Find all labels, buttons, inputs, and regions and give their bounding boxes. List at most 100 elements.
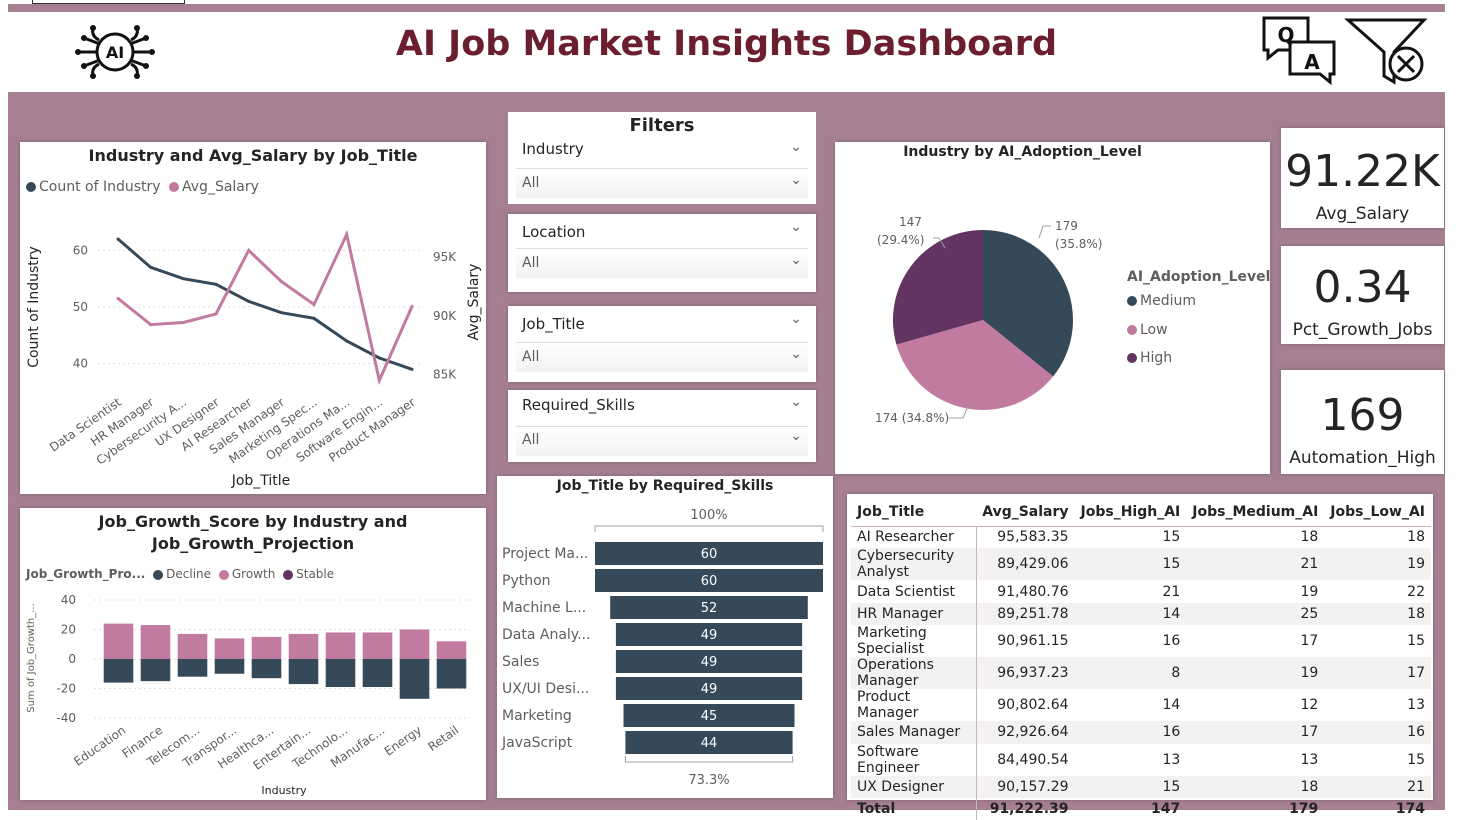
bar-growth xyxy=(103,623,134,659)
funnel-bar-value: 45 xyxy=(701,709,718,724)
table-header-0[interactable]: Job_Title xyxy=(851,498,977,527)
chevron-down-icon[interactable]: ⌄ xyxy=(790,139,802,155)
table-row[interactable]: UX Designer 90,157.29 15 18 21 xyxy=(851,775,1431,798)
slicer-industry[interactable]: Industry ⌄ All ⌄ xyxy=(508,134,816,204)
data-point xyxy=(116,237,120,241)
qa-icon[interactable]: Q A xyxy=(1260,14,1340,86)
funnel-bar xyxy=(610,596,808,619)
chevron-down-icon[interactable]: ⌄ xyxy=(790,428,802,444)
funnel-category-label: Project Ma... xyxy=(502,546,588,562)
data-point xyxy=(377,356,381,360)
table-cell: 15 xyxy=(1407,633,1425,650)
pie-legend-high: High xyxy=(1127,350,1172,366)
slicer-industry-label: Industry xyxy=(522,140,584,158)
chevron-down-icon[interactable]: ⌄ xyxy=(790,311,802,327)
table-row[interactable]: Operations Manager 96,937.23 8 19 17 xyxy=(851,657,1431,690)
table-cell: 15 xyxy=(1074,548,1187,581)
series-line-count xyxy=(117,237,413,371)
svg-text:AI: AI xyxy=(106,43,124,62)
slicer-location-value[interactable]: All xyxy=(522,255,540,271)
table-row[interactable]: HR Manager 89,251.78 14 25 18 xyxy=(851,602,1431,626)
table-cell: 15 xyxy=(1162,529,1181,546)
table-row[interactable]: AI Researcher 95,583.35 15 18 18 xyxy=(851,526,1431,549)
slicer-industry-value[interactable]: All xyxy=(522,175,540,191)
clear-filter-icon[interactable] xyxy=(1344,16,1434,88)
table-header-4[interactable]: Jobs_Low_AI xyxy=(1324,498,1431,527)
bar-growth xyxy=(325,632,356,659)
data-point xyxy=(279,279,283,283)
slicer-job-title[interactable]: Job_Title ⌄ All ⌄ xyxy=(508,306,816,382)
kpi-card-pct-growth: 0.34 Pct_Growth_Jobs xyxy=(1281,246,1444,344)
table-header-1[interactable]: Avg_Salary xyxy=(976,498,1075,527)
table-cell: 90,802.64 xyxy=(997,697,1069,714)
left-tick-label: 40 xyxy=(73,357,88,371)
table-cell: 21 xyxy=(1162,583,1181,600)
slicer-required-skills-value[interactable]: All xyxy=(522,432,540,448)
table-row[interactable]: Marketing Specialist 90,961.15 16 17 15 xyxy=(851,625,1431,658)
slicer-job-title-value[interactable]: All xyxy=(522,349,540,365)
table-panel: Job_Title Avg_Salary Jobs_High_AI Jobs_Medi… xyxy=(847,494,1433,820)
table-cell: 84,490.54 xyxy=(997,751,1069,768)
table-cell: 16 xyxy=(1324,721,1431,744)
table-cell: 13 xyxy=(1300,751,1319,768)
chevron-down-icon[interactable]: ⌄ xyxy=(790,172,802,188)
bar-growth xyxy=(214,638,245,659)
legend-growth: Growth xyxy=(231,567,276,581)
table-row[interactable]: Product Manager 90,802.64 14 12 13 xyxy=(851,689,1431,722)
bar-decline xyxy=(399,659,430,699)
slicer-location[interactable]: Location ⌄ All ⌄ xyxy=(508,214,816,292)
funnel-bar-value: 49 xyxy=(701,655,718,670)
table-row[interactable]: Cybersecurity Analyst 89,429.06 15 21 19 xyxy=(851,548,1431,581)
slicer-industry-dropdown[interactable] xyxy=(516,168,808,198)
chevron-down-icon[interactable]: ⌄ xyxy=(790,394,802,410)
table-row[interactable]: Data Scientist 91,480.76 21 19 22 xyxy=(851,580,1431,603)
slicer-job-title-dropdown[interactable] xyxy=(516,342,808,372)
table-row[interactable]: Sales Manager 92,926.64 16 17 16 xyxy=(851,721,1431,744)
table-header-2[interactable]: Jobs_High_AI xyxy=(1074,498,1187,527)
table-cell: 14 xyxy=(1074,602,1187,626)
slicer-location-dropdown[interactable] xyxy=(516,248,808,278)
table-header-3[interactable]: Jobs_Medium_AI xyxy=(1186,498,1325,527)
table-cell: 17 xyxy=(1324,657,1431,690)
pie-label-high-pct: (29.4%) xyxy=(877,233,924,247)
x-axis-title: Industry xyxy=(261,784,307,797)
pie-legend-title: AI_Adoption_Level xyxy=(1127,269,1271,285)
y-tick-label: 40 xyxy=(61,593,76,607)
chevron-down-icon[interactable]: ⌄ xyxy=(790,219,802,235)
pie-slice-high xyxy=(893,230,983,345)
table-cell: 16 xyxy=(1162,633,1181,650)
slicer-required-skills-dropdown[interactable] xyxy=(516,426,808,456)
growth-chart-svg: 40 20 0 -20 -40 Sum of Job_Growth_... Industry… xyxy=(26,593,470,797)
chevron-down-icon[interactable]: ⌄ xyxy=(790,252,802,268)
slicer-required-skills[interactable]: Required_Skills ⌄ All ⌄ xyxy=(508,390,816,462)
funnel-bar xyxy=(615,650,803,673)
x-tick-label: Retail xyxy=(425,723,461,754)
y-tick-label: 20 xyxy=(61,623,76,637)
table-cell: 90,157.29 xyxy=(976,775,1075,798)
kpi-pct-growth-value: 0.34 xyxy=(1313,262,1412,313)
table-cell: 18 xyxy=(1186,775,1325,798)
bar-decline xyxy=(103,659,134,683)
funnel-category-label: Python xyxy=(502,573,551,589)
bar-decline xyxy=(214,659,245,674)
bar-growth xyxy=(251,636,282,659)
table-cell: 15 xyxy=(1074,775,1187,798)
table-row[interactable]: Software Engineer 84,490.54 13 13 15 xyxy=(851,743,1431,776)
data-point xyxy=(247,248,251,252)
bar-decline xyxy=(177,659,208,677)
funnel-bar-value: 44 xyxy=(701,736,718,751)
bar-growth xyxy=(399,629,430,659)
table-cell: 89,429.06 xyxy=(976,548,1075,581)
table-total-cell: 179 xyxy=(1289,801,1319,818)
table-cell: Software Engineer xyxy=(851,743,977,776)
bar-decline xyxy=(251,659,282,679)
funnel-bar-value: 49 xyxy=(701,682,718,697)
table-cell: 19 xyxy=(1324,548,1431,581)
data-point xyxy=(312,303,316,307)
bar-decline xyxy=(325,659,356,688)
table-cell: 8 xyxy=(1074,657,1187,690)
dashboard-title: AI Job Market Insights Dashboard xyxy=(395,24,1058,64)
data-point xyxy=(181,320,185,324)
chevron-down-icon[interactable]: ⌄ xyxy=(790,346,802,362)
bar-growth xyxy=(436,641,467,659)
